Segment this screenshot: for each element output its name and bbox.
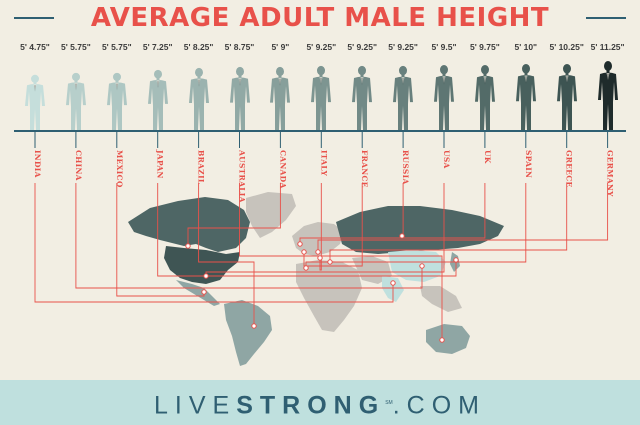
male-figure-icon [555,63,579,130]
country-label-india: INDIA [33,150,42,178]
male-figure-icon [473,64,497,130]
male-figure-icon [514,63,538,130]
country-label-japan: JAPAN [155,150,165,179]
country-label-china: CHINA [73,150,83,181]
africa-region [296,260,362,332]
australia-region [426,324,470,354]
male-figure-icon [23,74,47,130]
footer-bar: LIVESTRONGSM.COM [0,380,640,425]
country-marker-usa [203,273,209,279]
figure-baseline [14,130,626,132]
country-label-usa: USA [442,150,451,169]
country-marker-canada [185,243,191,249]
brand-bold: STRONG [236,391,386,420]
height-label-australia: 5' 8.75" [224,42,255,52]
country-marker-mexico [201,289,207,295]
height-label-germany: 5' 11.25" [590,42,625,52]
country-label-germany: GERMANY [605,150,615,197]
connector-line-canada [187,183,281,246]
height-label-italy: 5' 9.25" [306,42,337,52]
world-map [34,132,609,366]
china-region [388,250,446,282]
canada-region [128,197,250,252]
connector-line-germany [317,183,609,252]
height-label-canada: 5' 9" [271,42,290,52]
country-marker-germany [315,249,321,255]
height-label-japan: 5' 7.25" [142,42,173,52]
height-label-china: 5' 5.75" [61,42,91,52]
male-figure-icon [268,66,292,130]
brand-servicemark: SM [385,400,393,406]
country-label-russia: RUSSIA [401,150,411,185]
country-label-canada: CANADA [278,150,288,189]
connector-line-france [303,183,363,267]
connector-line-china [75,183,423,289]
height-label-india: 5' 4.75" [20,42,50,52]
male-figure-icon [432,64,456,130]
height-label-mexico: 5' 5.75" [101,42,132,52]
country-marker-russia [399,233,405,239]
south-america-region [224,300,272,366]
connector-line-spain [305,183,527,268]
male-figure-icon [596,60,620,130]
connector-lines [34,132,609,343]
male-figure-icon [391,65,415,130]
se-asia-region [420,286,462,312]
country-label-mexico: MEXICO [114,150,124,188]
country-label-uk: UK [482,150,492,164]
height-label-greece: 5' 10.25" [549,42,584,52]
connector-line-brazil [198,183,255,326]
page-title: AVERAGE ADULT MALE HEIGHT [90,3,550,33]
height-label-usa: 5' 9.5" [431,42,457,52]
male-figure-icon [228,66,252,130]
country-marker-australia [439,337,445,343]
height-labels: 5' 4.75" 5' 5.75" 5' 5.75" 5' 7.25" 5' 8.25"… [0,42,640,56]
country-label-spain: SPAIN [523,150,533,179]
height-label-spain: 5' 10" [514,42,538,52]
male-figures [0,56,640,130]
connector-line-uk [299,183,486,244]
country-label-france: FRANCE [360,150,370,188]
mexico-region [176,280,220,306]
country-marker-uk [297,241,303,247]
europe-region [292,222,344,256]
brand-light: LIVE [154,391,237,420]
country-label-italy: ITALY [319,150,329,177]
title-rule-left [14,17,54,19]
height-label-france: 5' 9.25" [347,42,378,52]
height-label-russia: 5' 9.25" [388,42,418,52]
country-label-brazil: BRAZIL [196,150,206,185]
country-label-australia: AUSTRALIA [237,150,247,203]
country-marker-japan [453,257,459,263]
male-figure-icon [187,67,211,130]
country-marker-china [419,263,425,269]
title-rule-right [586,17,626,19]
connector-line-italy [319,183,322,271]
connector-line-greece [329,183,568,262]
male-figure-icon [309,65,333,130]
country-marker-greece [327,259,333,265]
height-label-uk: 5' 9.75" [470,42,500,52]
country-marker-india [390,280,396,286]
country-marker-france [301,249,307,255]
russia-region [336,206,504,254]
male-figure-icon [105,72,129,130]
male-figure-icon [146,69,170,130]
connector-line-japan [157,183,457,277]
livestrong-logo[interactable]: LIVESTRONGSM.COM [0,389,640,419]
country-marker-spain [303,265,309,271]
brand-suffix: .COM [392,391,486,420]
greenland-region [246,192,296,238]
country-label-greece: GREECE [564,150,574,188]
country-marker-italy [317,255,323,261]
male-figure-icon [350,65,374,130]
usa-region [164,246,240,284]
connector-line-india [34,183,394,303]
connector-line-australia [239,183,443,340]
country-marker-brazil [251,323,257,329]
height-label-brazil: 5' 8.25" [183,42,214,52]
male-figure-icon [64,72,88,130]
